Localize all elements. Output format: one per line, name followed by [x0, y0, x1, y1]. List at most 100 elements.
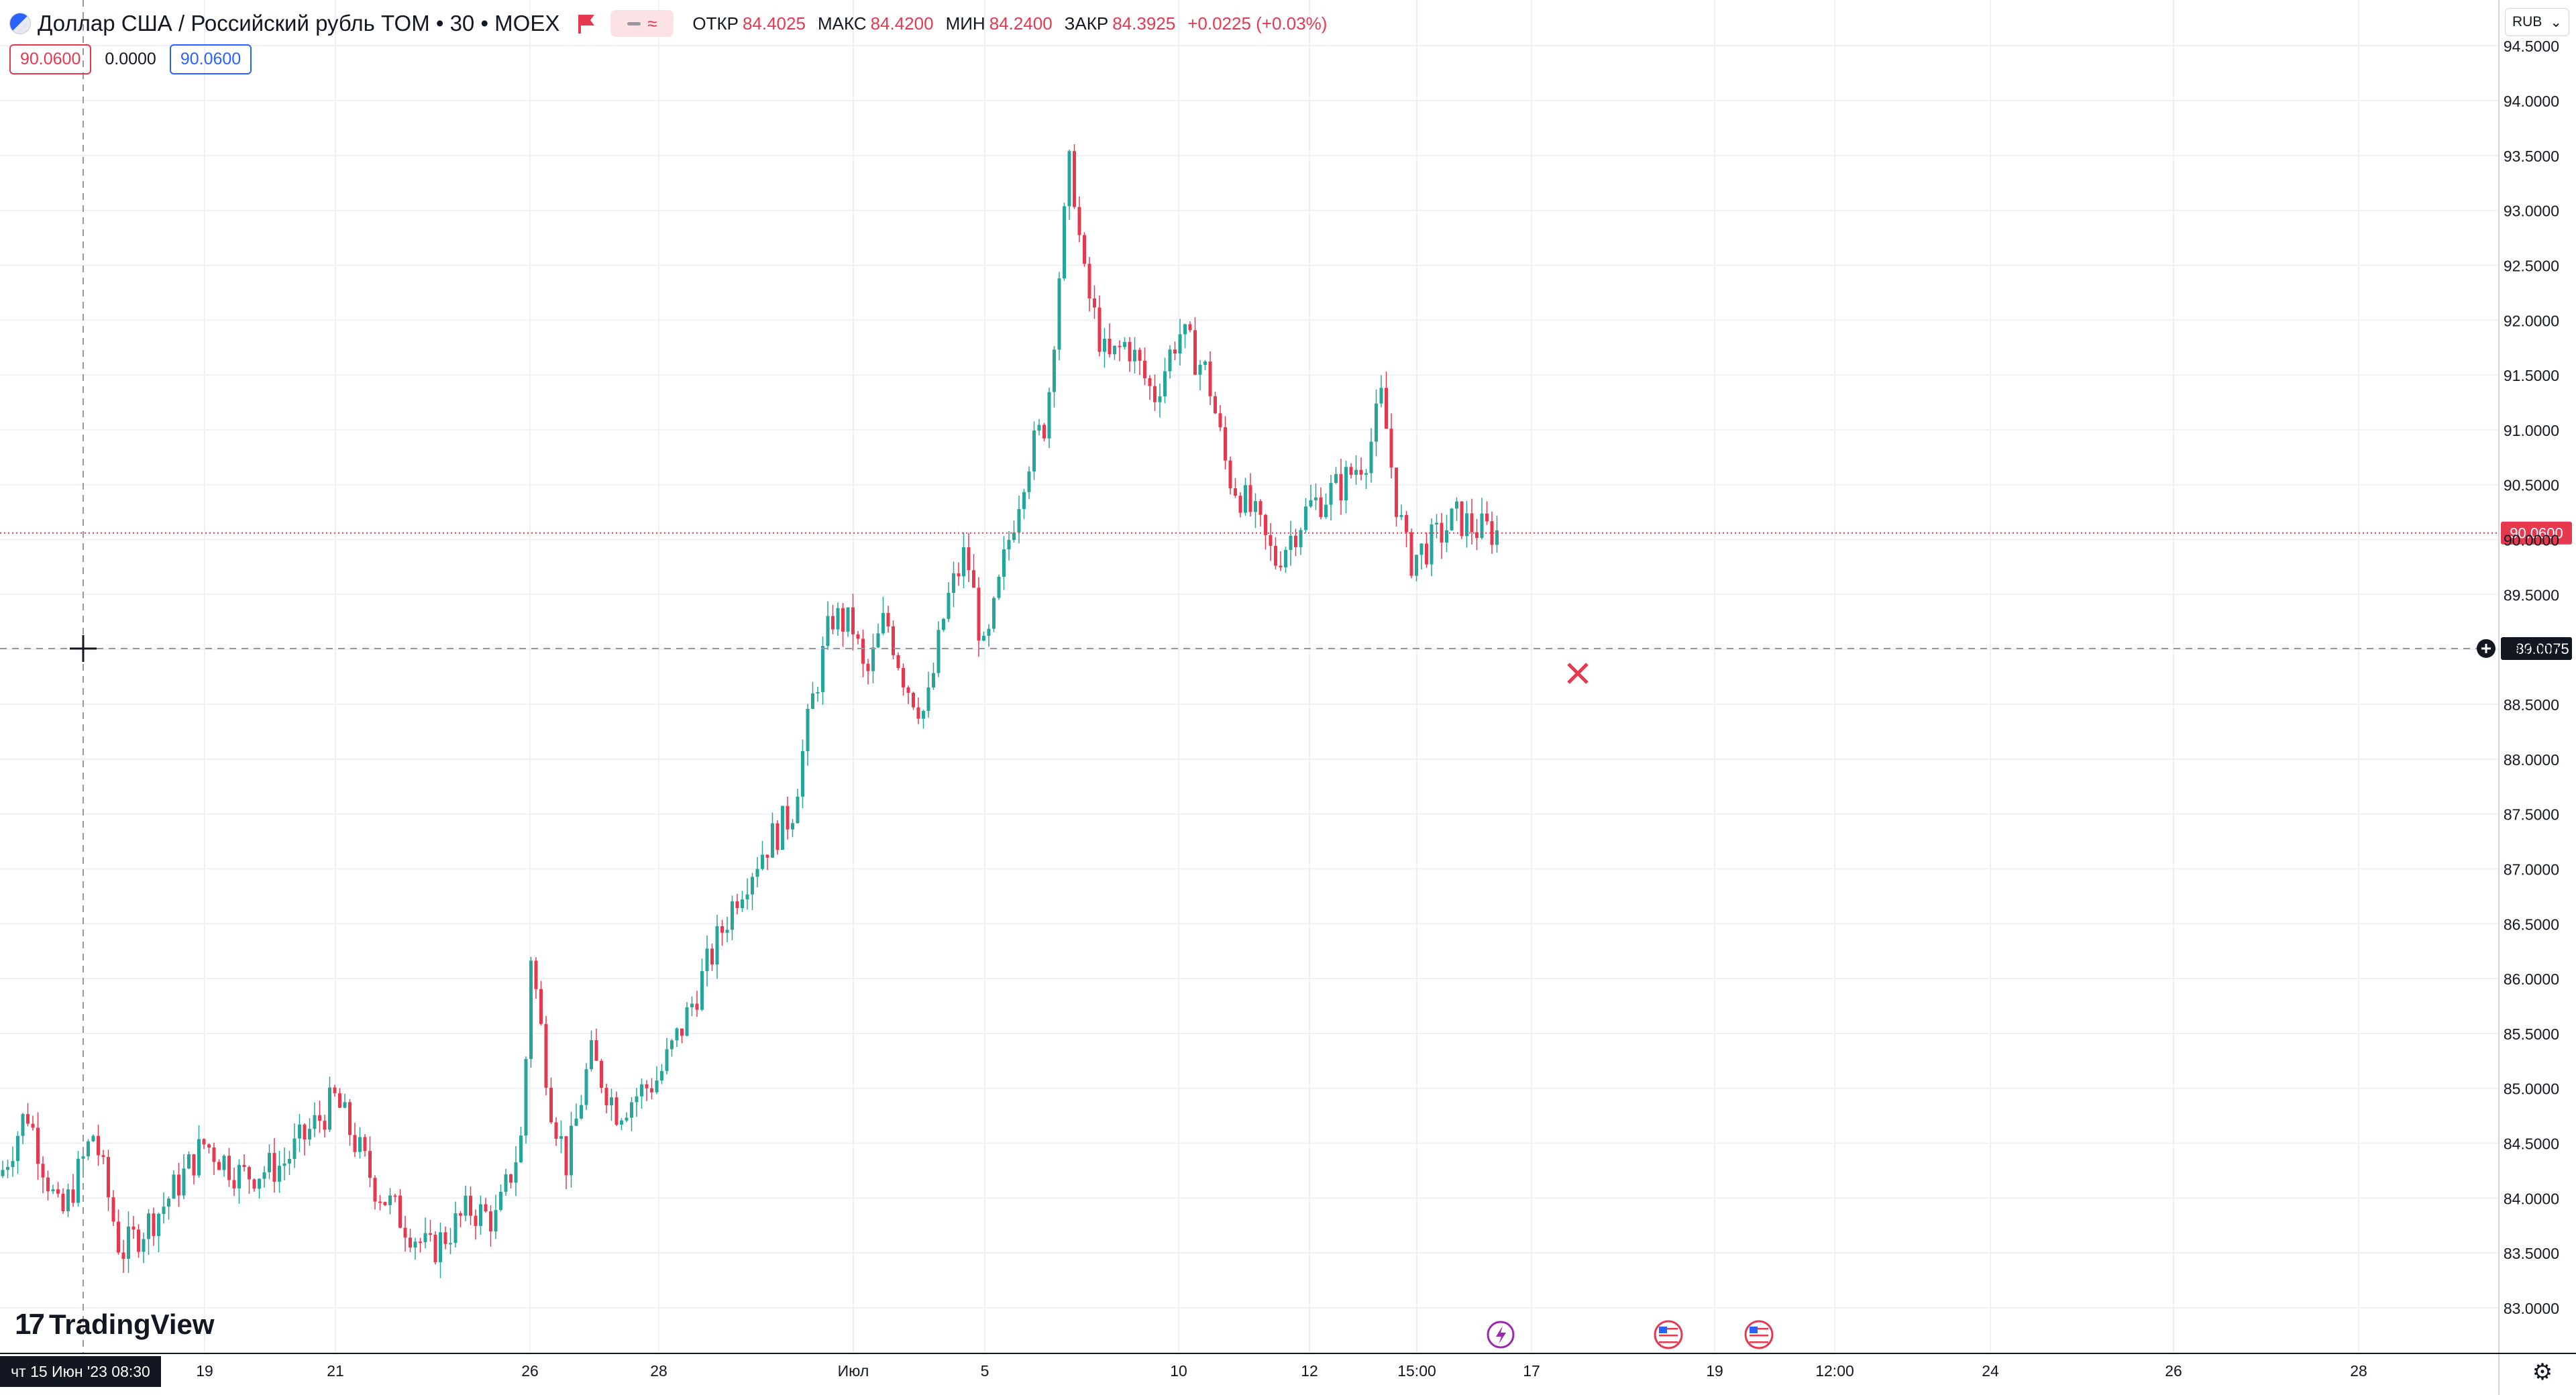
- candle-body: [1385, 388, 1388, 429]
- candle-body: [1234, 488, 1237, 496]
- candle-body: [1375, 403, 1378, 442]
- candle-body: [1409, 532, 1413, 576]
- candle-body: [217, 1162, 221, 1170]
- candle-body: [172, 1174, 176, 1199]
- candle-body: [549, 1087, 553, 1123]
- ohlc-close-label: ЗАКР: [1064, 13, 1109, 34]
- candle-body: [871, 647, 875, 671]
- candle-body: [902, 668, 905, 687]
- candle-body: [816, 691, 820, 693]
- candle-body: [1299, 530, 1303, 547]
- candle-body: [781, 805, 784, 850]
- candle-body: [46, 1177, 50, 1192]
- time-tick-label: 24: [1982, 1362, 1999, 1380]
- candle-body: [398, 1195, 402, 1228]
- candle-body: [333, 1087, 337, 1094]
- candle-body: [101, 1155, 105, 1158]
- price-tick-label: 94.5000: [2504, 38, 2559, 55]
- candle-body: [107, 1157, 110, 1198]
- candle-body: [892, 626, 895, 655]
- tradingview-mark-icon: 17: [15, 1308, 45, 1341]
- buy-price-button[interactable]: 90.0600: [169, 44, 252, 74]
- settings-gear-icon[interactable]: ⚙: [2532, 1359, 2553, 1385]
- candle-body: [81, 1156, 85, 1159]
- candle-body: [655, 1080, 659, 1093]
- candle-body: [675, 1028, 679, 1041]
- candle-body: [41, 1164, 45, 1178]
- tradingview-logo[interactable]: 17 TradingView: [15, 1308, 215, 1341]
- symbol-legend: Доллар США / Российский рубль TOM • 30 •…: [9, 7, 1335, 40]
- price-tick-label: 86.0000: [2504, 970, 2559, 988]
- candle-body: [620, 1120, 623, 1125]
- candle-body: [715, 926, 719, 965]
- candle-body: [1053, 349, 1056, 392]
- candle-body: [328, 1087, 331, 1130]
- candle-body: [192, 1154, 196, 1176]
- price-tick-label: 92.5000: [2504, 257, 2559, 274]
- candle-body: [1470, 513, 1474, 533]
- flag-icon[interactable]: [574, 12, 598, 35]
- candle-body: [926, 687, 930, 712]
- candle-body: [791, 823, 794, 830]
- candle-body: [56, 1189, 60, 1194]
- candle-body: [992, 598, 996, 629]
- candle-body: [997, 576, 1001, 598]
- candle-body: [831, 616, 835, 630]
- candle-body: [1244, 485, 1247, 513]
- price-axis[interactable]: 83.0000 83.5000 84.0000 84.5000 85.0000 85.50…: [2498, 0, 2559, 1395]
- candle-body: [227, 1156, 231, 1180]
- candle-body: [962, 547, 965, 577]
- sell-price-button[interactable]: 90.0600: [9, 44, 92, 74]
- candle-body: [1465, 513, 1468, 537]
- lightning-glyph: [1496, 1326, 1506, 1344]
- candle-body: [786, 805, 790, 830]
- candle-body: [494, 1210, 498, 1232]
- candle-body: [419, 1241, 422, 1243]
- candle-body: [1314, 497, 1318, 500]
- chart-symbol-icon[interactable]: [9, 13, 31, 34]
- time-axis[interactable]: 19 21 26 28 Июл 5 10 12 15:00 17 19 12:00 24 26 28: [0, 1353, 2576, 1380]
- candle-body: [1379, 388, 1383, 404]
- candle-body: [1163, 371, 1167, 396]
- currency-unit-label: RUB: [2512, 14, 2542, 30]
- ohlc-open-label: ОТКР: [692, 13, 739, 34]
- candle-body: [1435, 522, 1438, 525]
- candle-body: [826, 616, 830, 647]
- indicator-pill-icon[interactable]: ≈: [610, 10, 674, 37]
- candle-body: [282, 1163, 286, 1166]
- candle-body: [1425, 543, 1428, 565]
- candle-body: [876, 633, 880, 648]
- candle-body: [590, 1040, 593, 1070]
- candle-body: [665, 1049, 669, 1071]
- candle-body: [731, 901, 734, 930]
- candle-body: [1284, 549, 1287, 567]
- candle-body: [821, 646, 824, 692]
- candle-body: [1395, 467, 1398, 517]
- price-tick-label: 90.0000: [2504, 532, 2559, 549]
- candle-body: [1188, 324, 1192, 331]
- candle-body: [1294, 535, 1297, 547]
- time-tick-label: 5: [981, 1362, 989, 1380]
- ohlc-close-value: 84.3925: [1112, 13, 1176, 34]
- candle-body: [710, 948, 714, 965]
- candle-body: [202, 1139, 206, 1145]
- candle-body: [741, 899, 744, 909]
- currency-unit-select[interactable]: RUB ⌄: [2505, 8, 2569, 36]
- time-tick-label: 28: [2350, 1362, 2367, 1380]
- candle-body: [464, 1195, 468, 1216]
- price-tick-label: 88.0000: [2504, 751, 2559, 769]
- candle-body: [1254, 501, 1257, 512]
- candle-body: [765, 854, 769, 858]
- candle-body: [31, 1123, 35, 1128]
- candle-body: [1490, 521, 1494, 545]
- candle-body: [554, 1122, 558, 1139]
- price-tick-label: 83.0000: [2504, 1300, 2559, 1317]
- ohlc-high-label: МАКС: [817, 13, 867, 34]
- candle-body: [479, 1204, 482, 1226]
- candle-body: [292, 1138, 297, 1159]
- symbol-title[interactable]: Доллар США / Российский рубль TOM • 30 •…: [38, 11, 560, 36]
- candle-body: [1334, 473, 1338, 484]
- candle-body: [162, 1207, 166, 1214]
- candle-body: [866, 663, 870, 671]
